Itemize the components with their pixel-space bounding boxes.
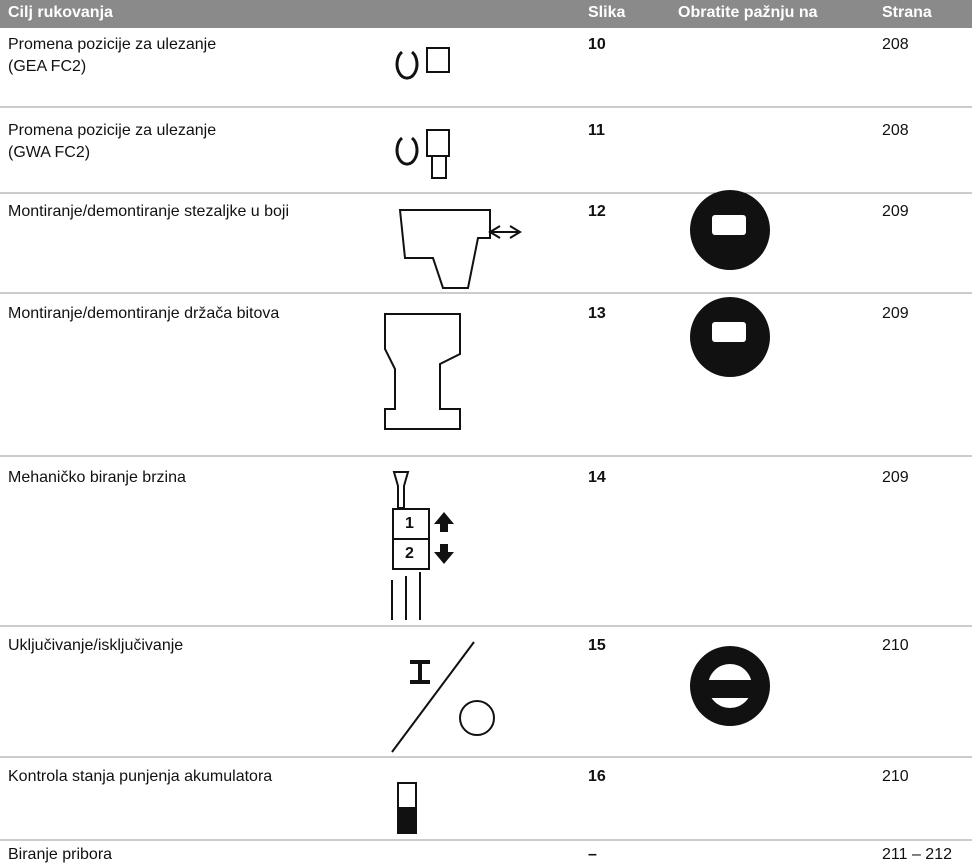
warning-icons (690, 190, 770, 726)
rotate-icons (395, 50, 419, 166)
row-label: Promena pozicije za ulezanje (8, 36, 217, 53)
row-lines (0, 106, 972, 841)
figure-number: 11 (588, 122, 605, 139)
row-label: Promena pozicije za ulezanje (8, 122, 217, 139)
page-number: 209 (882, 203, 909, 220)
header-cell: Strana (882, 4, 932, 21)
header-cell: Slika (588, 4, 626, 21)
page-number: 210 (882, 637, 909, 654)
row-label: Kontrola stanja punjenja akumulatora (8, 768, 273, 785)
row-label: Uključivanje/isključivanje (8, 637, 184, 654)
figure-number: – (588, 846, 597, 863)
row-label: (GWA FC2) (8, 144, 91, 161)
row-label: Biranje pribora (8, 846, 113, 863)
header-cell: Obratite pažnju na (678, 4, 818, 21)
figure-number: 12 (588, 203, 606, 220)
row-label: Montiranje/demontiranje držača bitova (8, 305, 280, 322)
row-label: Mehaničko biranje brzina (8, 469, 186, 486)
page-number: 209 (882, 305, 909, 322)
icon-label: 2 (405, 545, 414, 562)
figure-number: 13 (588, 305, 606, 322)
figure-number: 10 (588, 36, 606, 53)
header-bar (0, 0, 972, 28)
header-cell: Cilj rukovanja (8, 4, 113, 21)
page-number: 208 (882, 122, 909, 139)
arrows (434, 512, 454, 564)
page-number: 211 – 212 (882, 846, 952, 863)
figure-number: 14 (588, 469, 606, 486)
page-number: 209 (882, 469, 909, 486)
tool-icons (384, 47, 522, 834)
page-number: 210 (882, 768, 909, 785)
figure-number: 16 (588, 768, 606, 785)
row-label: (GEA FC2) (8, 58, 87, 75)
row-label: Montiranje/demontiranje stezaljke u boji (8, 203, 290, 220)
figure-number: 15 (588, 637, 606, 654)
icon-label: 1 (405, 515, 414, 532)
page-number: 208 (882, 36, 909, 53)
